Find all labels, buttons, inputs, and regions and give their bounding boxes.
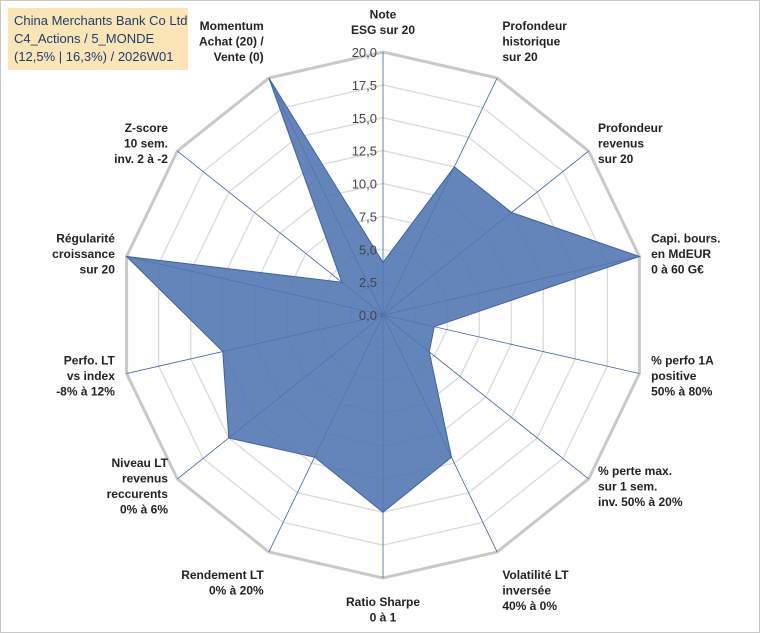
axis-label: Momentum Achat (20) / Vente (0) bbox=[199, 19, 264, 64]
axis-label: Perfo. LT vs index -8% à 12% bbox=[56, 354, 115, 399]
info-box: China Merchants Bank Co Ltd C4_Actions /… bbox=[8, 8, 188, 70]
tick-label: 20,0 bbox=[352, 45, 377, 60]
tick-label: 17,5 bbox=[352, 78, 377, 93]
tick-label: 0,0 bbox=[359, 308, 377, 323]
axis-label: Note ESG sur 20 bbox=[351, 8, 415, 38]
tick-label: 12,5 bbox=[352, 144, 377, 159]
axis-label: % perte max. sur 1 sem. inv. 50% à 20% bbox=[598, 464, 683, 509]
tick-label: 15,0 bbox=[352, 111, 377, 126]
tick-layer: 0,0 2,5 5,0 7,5 10,0 12,5 15,0 17,5 20,0 bbox=[352, 45, 377, 323]
axis-label: Z-score 10 sem. inv. 2 à -2 bbox=[114, 121, 168, 166]
tick-label: 7,5 bbox=[359, 209, 377, 224]
category-label: C4_Actions / 5_MONDE bbox=[14, 31, 155, 46]
axis-label: Profondeur revenus sur 20 bbox=[598, 121, 663, 166]
series-layer bbox=[125, 77, 641, 513]
axis-label: Régularité croissance sur 20 bbox=[52, 231, 115, 276]
period-label: (12,5% | 16,3%) / 2026W01 bbox=[14, 49, 174, 64]
axis-label: Rendement LT 0% à 20% bbox=[181, 568, 264, 598]
tick-label: 2,5 bbox=[359, 275, 377, 290]
axis-label: Profondeur historique sur 20 bbox=[502, 19, 567, 64]
axis-label: Ratio Sharpe 0 à 1 bbox=[346, 595, 420, 625]
axis-label: Volatilité LT inversée 40% à 0% bbox=[502, 568, 569, 613]
axis-label: % perfo 1A positive 50% à 80% bbox=[651, 354, 714, 399]
company-name: China Merchants Bank Co Ltd bbox=[14, 13, 188, 28]
axis-label: Capi. bours. en MdEUR 0 à 60 G€ bbox=[651, 231, 720, 276]
label-layer: Note ESG sur 20 Profondeur historique sur 20… bbox=[52, 8, 720, 625]
series-area bbox=[125, 77, 641, 513]
axis-label: Niveau LT revenus reccurents 0% à 6% bbox=[107, 456, 169, 517]
tick-label: 10,0 bbox=[352, 177, 377, 192]
tick-label: 5,0 bbox=[359, 242, 377, 257]
